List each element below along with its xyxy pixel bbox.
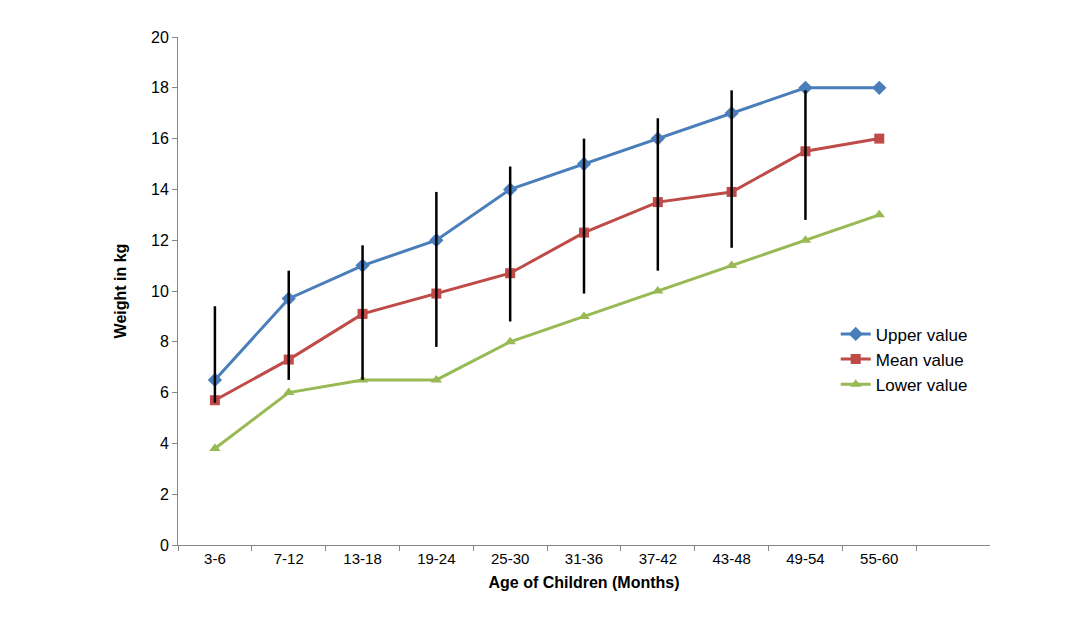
svg-text:4: 4 [160,435,169,452]
svg-text:37-42: 37-42 [639,550,677,567]
svg-text:2: 2 [160,486,169,503]
svg-text:55-60: 55-60 [860,550,898,567]
svg-text:10: 10 [151,283,169,300]
svg-text:8: 8 [160,333,169,350]
svg-text:19-24: 19-24 [417,550,455,567]
svg-text:Lower value: Lower value [876,376,968,395]
svg-text:Mean value: Mean value [876,351,964,370]
svg-text:31-36: 31-36 [565,550,603,567]
svg-text:6: 6 [160,384,169,401]
svg-text:49-54: 49-54 [786,550,824,567]
svg-text:13-18: 13-18 [343,550,381,567]
svg-text:20: 20 [151,29,169,46]
svg-text:Upper value: Upper value [876,326,968,345]
svg-text:Age of Children (Months): Age of Children (Months) [488,574,679,591]
svg-text:7-12: 7-12 [274,550,304,567]
svg-text:43-48: 43-48 [712,550,750,567]
svg-text:25-30: 25-30 [491,550,529,567]
svg-text:12: 12 [151,232,169,249]
svg-text:Weight in kg: Weight in kg [112,244,129,339]
svg-text:18: 18 [151,79,169,96]
svg-text:14: 14 [151,181,169,198]
svg-text:0: 0 [160,537,169,554]
svg-text:16: 16 [151,130,169,147]
svg-text:3-6: 3-6 [204,550,226,567]
